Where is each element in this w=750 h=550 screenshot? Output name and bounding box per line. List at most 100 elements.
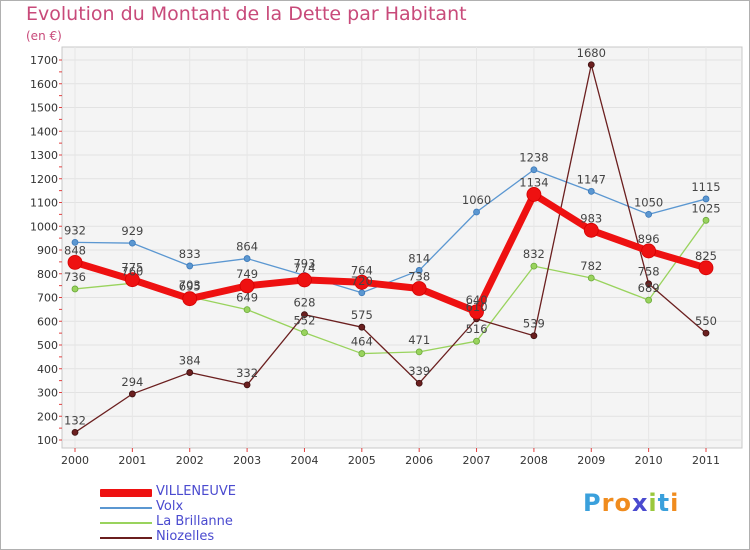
- data-point-volx: [530, 166, 538, 174]
- logo-letter: x: [631, 489, 649, 517]
- series-line-niozelles: [74, 64, 707, 434]
- legend-label-niozelles: Niozelles: [156, 529, 215, 544]
- data-point-la-brillanne: [301, 329, 308, 337]
- data-label-la-brillanne: 760: [121, 264, 143, 278]
- data-label-niozelles: 550: [695, 314, 717, 328]
- legend-swatch-niozelles: [100, 537, 152, 539]
- data-point-villeneuve: [583, 222, 599, 238]
- data-label-volx: 1115: [691, 180, 720, 194]
- data-point-niozelles: [71, 428, 79, 436]
- x-tick-label: 2008: [520, 454, 548, 467]
- y-tick-label: 500: [37, 339, 58, 352]
- proxiti-logo: Proxiti: [583, 489, 679, 517]
- data-point-niozelles: [358, 323, 366, 331]
- logo-letter: P: [583, 489, 602, 517]
- data-label-niozelles: 339: [408, 364, 430, 378]
- data-point-volx: [358, 289, 366, 297]
- data-point-la-brillanne: [243, 306, 251, 314]
- data-point-niozelles: [415, 379, 423, 387]
- data-point-niozelles: [128, 390, 136, 398]
- data-label-la-brillanne: 464: [351, 335, 373, 349]
- data-point-villeneuve: [297, 272, 312, 288]
- data-label-niozelles: 332: [236, 366, 258, 380]
- legend-swatch-villeneuve: [100, 489, 152, 497]
- data-label-villeneuve: 774: [293, 261, 315, 275]
- data-point-villeneuve: [526, 187, 542, 202]
- x-tick-label: 2009: [577, 454, 605, 467]
- data-point-villeneuve: [124, 272, 140, 288]
- data-point-la-brillanne: [473, 337, 480, 345]
- logo-letter: i: [670, 489, 680, 517]
- data-label-villeneuve: 695: [179, 280, 201, 294]
- legend-swatch-la-brillanne: [100, 522, 152, 524]
- data-label-la-brillanne: 782: [580, 259, 602, 273]
- data-point-la-brillanne: [530, 262, 538, 270]
- y-tick-label: 900: [37, 244, 58, 257]
- data-point-villeneuve: [698, 260, 714, 276]
- y-tick-label: 100: [37, 434, 58, 447]
- data-label-la-brillanne: 1025: [691, 201, 720, 215]
- data-label-volx: 793: [293, 256, 315, 270]
- chart-title: Evolution du Montant de la Dette par Hab…: [26, 3, 467, 25]
- data-label-niozelles: 294: [121, 375, 143, 389]
- data-point-villeneuve: [469, 304, 484, 320]
- data-point-niozelles: [186, 369, 194, 376]
- y-tick-label: 1300: [30, 149, 58, 162]
- data-point-volx: [128, 239, 136, 247]
- data-point-niozelles: [243, 381, 251, 389]
- x-tick-label: 2000: [61, 454, 89, 467]
- plot-area: [61, 46, 743, 449]
- data-label-la-brillanne: 736: [64, 270, 86, 284]
- y-tick-label: 300: [37, 387, 58, 400]
- data-label-volx: 814: [408, 251, 430, 265]
- data-point-la-brillanne: [587, 274, 595, 282]
- x-tick-label: 2005: [348, 454, 376, 467]
- data-label-villeneuve: 983: [580, 211, 602, 225]
- data-label-villeneuve: 775: [121, 261, 143, 275]
- data-point-villeneuve: [67, 254, 83, 270]
- data-label-la-brillanne: 703: [179, 278, 201, 292]
- y-tick-label: 1400: [30, 125, 58, 138]
- data-label-la-brillanne: 649: [236, 291, 258, 305]
- data-label-villeneuve: 764: [351, 263, 373, 277]
- y-tick-label: 1500: [30, 102, 58, 115]
- data-point-villeneuve: [354, 274, 370, 290]
- legend-label-la-brillanne: La Brillanne: [156, 514, 233, 529]
- logo-letter: r: [601, 489, 615, 517]
- data-label-villeneuve: 1134: [519, 175, 548, 189]
- x-tick-label: 2011: [692, 454, 720, 467]
- y-tick-label: 1000: [30, 220, 58, 233]
- chart-subtitle: (en €): [26, 29, 62, 43]
- data-point-niozelles: [530, 332, 538, 340]
- data-label-volx: 864: [236, 240, 258, 254]
- data-point-la-brillanne: [645, 296, 653, 304]
- data-label-villeneuve: 825: [695, 249, 717, 263]
- data-point-la-brillanne: [71, 285, 79, 293]
- y-tick-label: 400: [37, 363, 58, 376]
- data-point-niozelles: [645, 280, 653, 288]
- data-point-volx: [702, 195, 710, 203]
- x-tick-label: 2002: [176, 454, 204, 467]
- data-label-niozelles: 1680: [577, 46, 606, 60]
- legend-label-villeneuve: VILLENEUVE: [156, 484, 236, 499]
- data-label-niozelles: 132: [64, 413, 86, 427]
- y-tick-label: 1100: [30, 197, 58, 210]
- data-label-la-brillanne: 832: [523, 247, 545, 261]
- y-tick-label: 1700: [30, 54, 58, 67]
- logo-letter: t: [657, 489, 671, 517]
- y-tick-label: 1600: [30, 78, 58, 91]
- y-tick-label: 800: [37, 268, 58, 281]
- data-label-volx: 932: [64, 223, 86, 237]
- data-label-volx: 833: [179, 247, 201, 261]
- data-point-la-brillanne: [415, 348, 423, 356]
- data-label-niozelles: 628: [293, 296, 315, 310]
- data-label-villeneuve: 738: [408, 269, 430, 283]
- data-point-villeneuve: [239, 278, 255, 294]
- x-tick-label: 2010: [635, 454, 663, 467]
- data-label-villeneuve: 749: [236, 267, 258, 281]
- data-label-villeneuve: 896: [638, 232, 660, 246]
- data-label-villeneuve: 640: [466, 293, 488, 307]
- data-point-volx: [645, 210, 653, 218]
- legend-label-volx: Volx: [156, 499, 184, 514]
